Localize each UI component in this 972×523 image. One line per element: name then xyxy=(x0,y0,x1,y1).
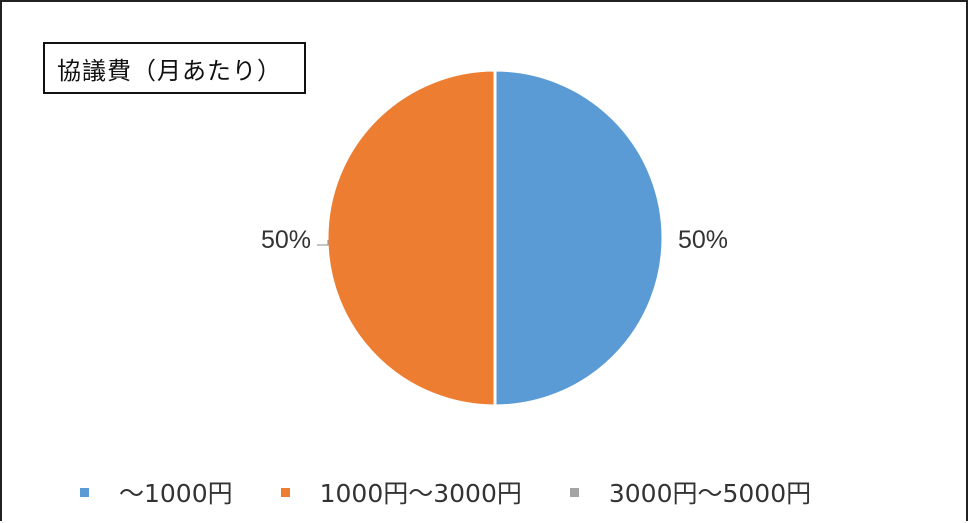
legend-label-3: 3000円～5000円 xyxy=(608,479,812,508)
data-label-slice-2: 50% xyxy=(261,226,312,254)
pie-slice-2 xyxy=(325,68,497,408)
legend-item-1: ～1000円 xyxy=(80,474,233,510)
data-label-slice-1: 50% xyxy=(678,226,729,254)
data-label-leader-line xyxy=(317,240,329,246)
chart-title: 協議費（月あたり） xyxy=(43,42,306,94)
legend-item-2: 1000円～3000円 xyxy=(280,474,522,510)
pie-slice-1 xyxy=(493,68,665,408)
legend-swatch-1 xyxy=(80,487,89,497)
legend-label-1: ～1000円 xyxy=(119,479,233,508)
chart-legend: ～1000円 1000円～3000円 3000円～5000円 xyxy=(80,474,859,510)
legend-item-3: 3000円～5000円 xyxy=(569,474,812,510)
legend-swatch-2 xyxy=(280,487,290,497)
legend-swatch-3 xyxy=(569,487,579,497)
chart-title-text: 協議費（月あたり） xyxy=(57,56,282,85)
legend-label-2: 1000円～3000円 xyxy=(319,479,522,508)
